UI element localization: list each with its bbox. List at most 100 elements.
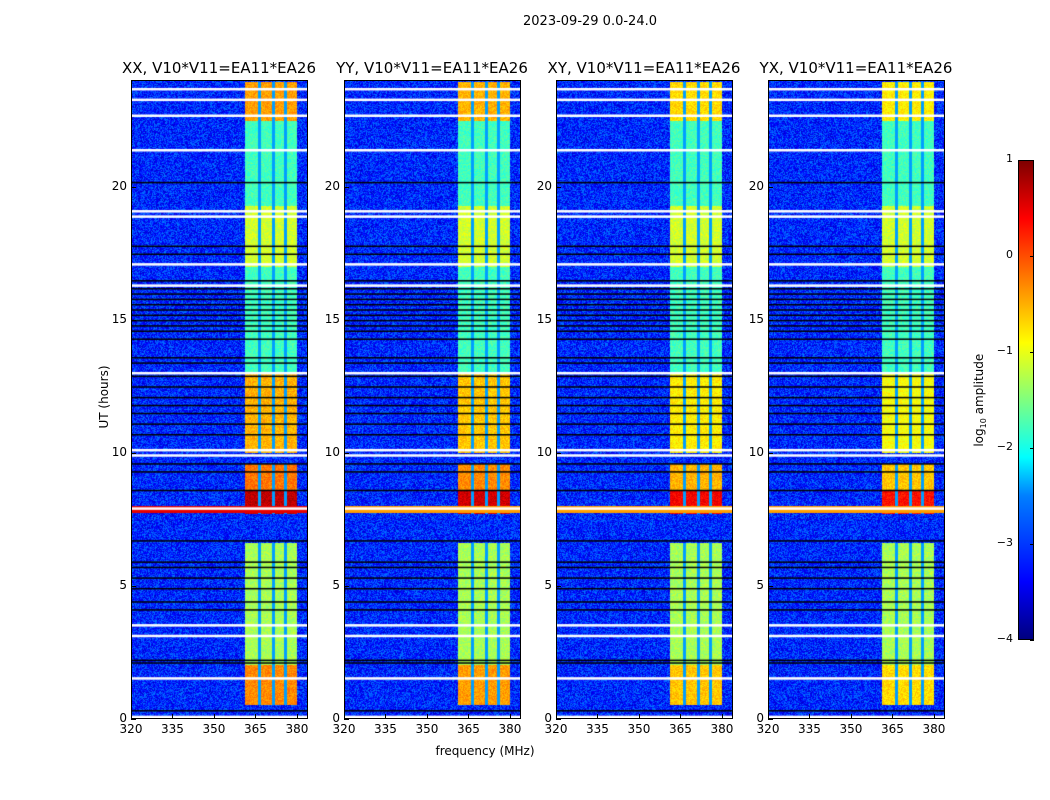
y-tick-label: 10 bbox=[324, 444, 340, 459]
heatmap-canvas bbox=[769, 81, 944, 718]
heatmap-panel bbox=[131, 80, 308, 719]
x-tick-label: 335 bbox=[798, 722, 821, 736]
x-tick-mark bbox=[892, 714, 894, 719]
x-tick-mark bbox=[385, 714, 387, 719]
colorbar-tick-mark bbox=[1030, 640, 1034, 641]
x-tick-label: 350 bbox=[627, 722, 651, 736]
y-tick-mark bbox=[556, 585, 561, 587]
y-tick-mark bbox=[556, 452, 561, 454]
y-tick-label: 20 bbox=[324, 178, 340, 193]
panel-title: YY, V10*V11=EA11*EA26 bbox=[336, 59, 528, 77]
x-tick-label: 350 bbox=[415, 722, 439, 736]
x-tick-label: 320 bbox=[332, 722, 356, 736]
x-axis-label: frequency (MHz) bbox=[435, 744, 535, 758]
y-tick-mark bbox=[131, 719, 136, 720]
x-tick-mark bbox=[255, 714, 257, 719]
y-tick-label: 15 bbox=[536, 311, 552, 326]
colorbar-label-sub: 10 bbox=[979, 418, 989, 429]
x-tick-mark bbox=[131, 714, 132, 719]
x-tick-label: 380 bbox=[498, 722, 522, 736]
y-tick-label: 5 bbox=[756, 577, 764, 592]
x-tick-label: 320 bbox=[544, 722, 568, 736]
y-tick-label: 0 bbox=[544, 711, 552, 725]
x-tick-label: 320 bbox=[756, 722, 780, 736]
heatmap-panel bbox=[344, 80, 521, 719]
x-tick-mark bbox=[296, 714, 298, 719]
y-tick-label: 10 bbox=[536, 444, 552, 459]
y-tick-label: 5 bbox=[544, 577, 552, 592]
x-tick-mark bbox=[509, 714, 511, 719]
y-tick-label: 0 bbox=[756, 711, 764, 725]
colorbar-tick-mark bbox=[1030, 448, 1034, 449]
y-tick-mark bbox=[768, 719, 773, 720]
x-tick-mark bbox=[213, 714, 215, 719]
x-tick-label: 380 bbox=[285, 722, 309, 736]
x-tick-label: 365 bbox=[457, 722, 480, 736]
x-tick-mark bbox=[768, 714, 769, 719]
x-tick-mark bbox=[680, 714, 682, 719]
heatmap-panel bbox=[556, 80, 733, 719]
panel-title: XY, V10*V11=EA11*EA26 bbox=[547, 59, 741, 77]
y-tick-mark bbox=[131, 319, 136, 321]
x-tick-label: 335 bbox=[586, 722, 609, 736]
x-tick-mark bbox=[468, 714, 470, 719]
colorbar-tick-mark bbox=[1030, 352, 1034, 353]
y-tick-label: 20 bbox=[536, 178, 552, 193]
x-tick-mark bbox=[344, 714, 345, 719]
y-tick-label: 10 bbox=[111, 444, 127, 459]
y-tick-mark bbox=[556, 319, 561, 321]
y-tick-mark bbox=[556, 186, 561, 188]
y-tick-mark bbox=[131, 452, 136, 454]
colorbar-tick-label: −4 bbox=[996, 632, 1013, 645]
x-tick-mark bbox=[721, 714, 723, 719]
x-tick-mark bbox=[172, 714, 174, 719]
colorbar-tick-label: 0 bbox=[1006, 248, 1013, 261]
y-tick-label: 10 bbox=[748, 444, 764, 459]
x-tick-mark bbox=[933, 714, 935, 719]
colorbar-tick-mark bbox=[1030, 160, 1034, 161]
x-tick-label: 365 bbox=[244, 722, 267, 736]
y-tick-mark bbox=[556, 719, 561, 720]
x-tick-label: 320 bbox=[119, 722, 143, 736]
colorbar-tick-mark bbox=[1030, 256, 1034, 257]
x-tick-label: 350 bbox=[202, 722, 226, 736]
y-tick-label: 15 bbox=[748, 311, 764, 326]
y-tick-label: 20 bbox=[111, 178, 127, 193]
x-tick-mark bbox=[597, 714, 599, 719]
colorbar bbox=[1018, 160, 1034, 640]
colorbar-label-rest: amplitude bbox=[971, 353, 986, 419]
x-tick-mark bbox=[809, 714, 811, 719]
colorbar-tick-label: −1 bbox=[996, 344, 1013, 357]
x-tick-label: 380 bbox=[710, 722, 734, 736]
y-tick-label: 5 bbox=[119, 577, 127, 592]
y-tick-mark bbox=[344, 452, 349, 454]
heatmap-canvas bbox=[557, 81, 732, 718]
x-tick-mark bbox=[638, 714, 640, 719]
y-tick-label: 15 bbox=[324, 311, 340, 326]
x-tick-mark bbox=[556, 714, 557, 719]
y-tick-mark bbox=[131, 186, 136, 188]
y-tick-label: 15 bbox=[111, 311, 127, 326]
heatmap-canvas bbox=[345, 81, 520, 718]
figure-title: 2023-09-29 0.0-24.0 bbox=[523, 14, 657, 29]
y-axis-label: UT (hours) bbox=[97, 365, 111, 429]
heatmap-panel bbox=[768, 80, 945, 719]
panel-title: XX, V10*V11=EA11*EA26 bbox=[121, 59, 316, 77]
x-tick-label: 335 bbox=[161, 722, 184, 736]
y-tick-mark bbox=[768, 319, 773, 321]
y-tick-mark bbox=[768, 452, 773, 454]
y-tick-label: 0 bbox=[332, 711, 340, 725]
colorbar-tick-label: −3 bbox=[996, 536, 1013, 549]
y-tick-mark bbox=[768, 186, 773, 188]
x-tick-mark bbox=[850, 714, 852, 719]
panel-title: YX, V10*V11=EA11*EA26 bbox=[759, 59, 953, 77]
x-tick-label: 365 bbox=[881, 722, 904, 736]
x-tick-mark bbox=[426, 714, 428, 719]
colorbar-tick-label: −2 bbox=[996, 440, 1013, 453]
y-tick-mark bbox=[344, 319, 349, 321]
y-tick-label: 5 bbox=[332, 577, 340, 592]
heatmap-canvas bbox=[132, 81, 307, 718]
x-tick-label: 335 bbox=[374, 722, 397, 736]
x-tick-label: 380 bbox=[922, 722, 946, 736]
y-tick-mark bbox=[131, 585, 136, 587]
